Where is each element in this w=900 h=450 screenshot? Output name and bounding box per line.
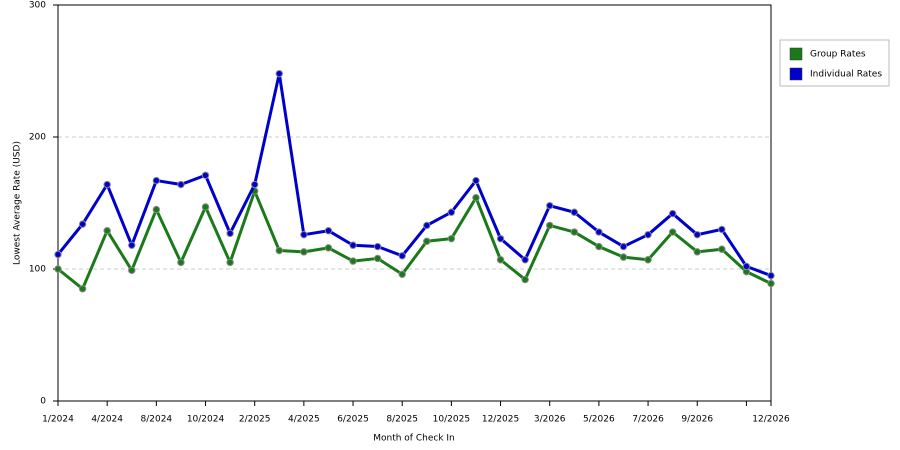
data-point xyxy=(718,225,726,234)
x-tick-label: 3/2026 xyxy=(534,415,566,425)
legend-swatch xyxy=(789,67,803,81)
data-point xyxy=(718,245,726,253)
data-point xyxy=(668,228,677,236)
data-point xyxy=(103,180,111,189)
data-point xyxy=(472,176,480,185)
data-point xyxy=(324,227,333,235)
data-point xyxy=(521,256,529,264)
data-point xyxy=(275,246,283,255)
x-tick-label: 4/2024 xyxy=(91,415,123,425)
data-point xyxy=(546,201,554,210)
x-tick-label: 8/2025 xyxy=(386,415,418,425)
data-point xyxy=(250,180,259,189)
data-point xyxy=(177,180,185,189)
data-point xyxy=(644,256,652,264)
data-point xyxy=(300,248,308,256)
y-tick-label: 100 xyxy=(29,265,46,275)
x-tick-label: 5/2026 xyxy=(583,415,615,425)
data-point xyxy=(398,252,406,260)
data-point xyxy=(472,194,480,202)
data-point xyxy=(152,176,161,185)
x-tick-label: 8/2024 xyxy=(141,415,173,425)
y-tick-label: 0 xyxy=(40,397,46,407)
data-point xyxy=(447,208,456,216)
x-tick-label: 6/2025 xyxy=(337,415,369,425)
data-point xyxy=(128,241,136,249)
data-point xyxy=(201,171,210,179)
data-point xyxy=(226,258,234,267)
x-tick-label: 10/2025 xyxy=(433,415,470,425)
data-point xyxy=(668,209,677,218)
data-point xyxy=(570,228,579,236)
legend-label: Individual Rates xyxy=(810,70,882,80)
x-tick-label: 10/2024 xyxy=(187,415,225,425)
legend-swatch xyxy=(789,47,803,61)
data-point xyxy=(103,227,111,235)
data-point xyxy=(644,230,652,239)
data-point xyxy=(521,275,529,284)
data-point xyxy=(152,205,161,214)
data-point xyxy=(546,221,554,230)
data-point xyxy=(349,241,357,249)
data-point xyxy=(300,230,308,239)
data-point xyxy=(595,242,603,251)
data-point xyxy=(570,208,579,216)
data-point xyxy=(496,234,505,243)
y-tick-label: 300 xyxy=(29,1,46,11)
data-point xyxy=(128,266,136,275)
x-tick-label: 12/2025 xyxy=(482,415,519,425)
legend-label: Group Rates xyxy=(810,50,866,60)
data-point xyxy=(54,250,62,259)
data-point xyxy=(423,237,431,245)
y-axis-title: Lowest Average Rate (USD) xyxy=(13,141,23,265)
data-point xyxy=(767,271,775,280)
x-tick-label: 12/2026 xyxy=(752,415,790,425)
data-point xyxy=(742,262,751,271)
y-tick-label: 200 xyxy=(29,133,46,143)
data-point xyxy=(226,229,234,238)
data-point xyxy=(373,242,382,251)
legend-box xyxy=(779,39,890,87)
data-point xyxy=(693,248,701,256)
series-line xyxy=(57,189,772,291)
data-point xyxy=(619,242,628,251)
x-tick-label: 2/2025 xyxy=(239,415,271,425)
data-point xyxy=(349,257,357,265)
x-tick-label: 9/2026 xyxy=(681,415,713,425)
series-line xyxy=(56,72,772,278)
x-axis-title: Month of Check In xyxy=(373,434,455,444)
data-point xyxy=(595,228,603,236)
data-point xyxy=(275,69,283,78)
x-tick-label: 1/2024 xyxy=(42,415,74,425)
data-point xyxy=(201,203,210,211)
data-point xyxy=(496,256,505,264)
data-point xyxy=(78,285,87,293)
data-point xyxy=(177,258,185,267)
data-point xyxy=(54,265,62,273)
x-tick-label: 4/2025 xyxy=(288,415,320,425)
data-point xyxy=(78,220,87,228)
data-point xyxy=(447,234,456,243)
data-point xyxy=(767,279,775,288)
data-point xyxy=(693,230,701,239)
plot-frame xyxy=(57,4,772,402)
x-tick-label: 7/2026 xyxy=(632,415,664,425)
data-point xyxy=(398,270,406,278)
data-point xyxy=(373,254,382,263)
data-point xyxy=(423,221,431,230)
data-point xyxy=(619,253,628,261)
data-point xyxy=(324,244,333,252)
